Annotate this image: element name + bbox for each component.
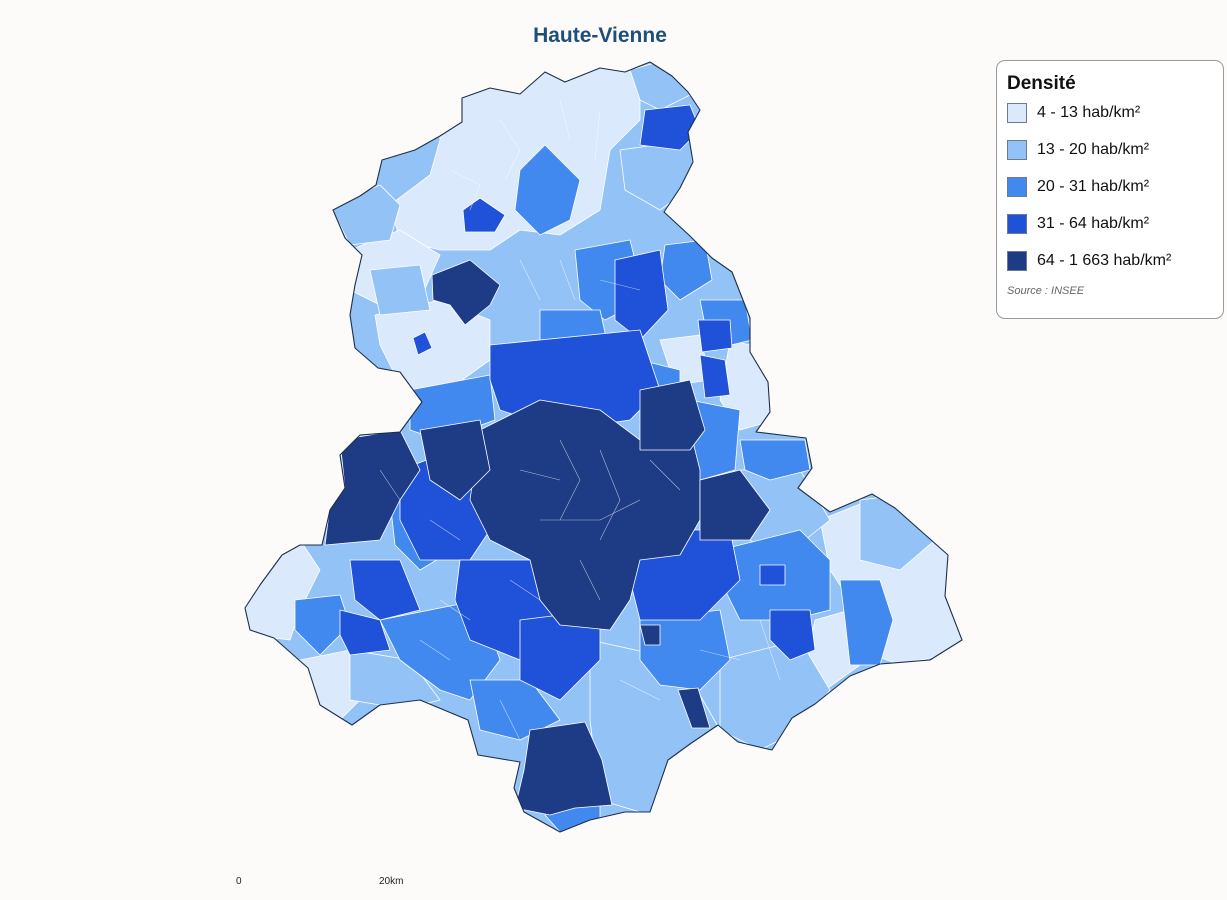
- commune-zone-e2-medium: [739, 439, 811, 481]
- legend-swatch: [1007, 214, 1027, 234]
- commune-borders: [379, 99, 781, 741]
- commune-zone-w-dark: [349, 559, 421, 621]
- map-title: Haute-Vienne: [533, 24, 667, 47]
- commune-zone-north-darkest: [431, 259, 501, 326]
- commune-zone-south-darkest: [514, 721, 613, 816]
- legend-swatch: [1007, 140, 1027, 160]
- scale-bar-end-label: 20km: [379, 876, 404, 887]
- legend-item: 4 - 13 hab/km²: [1007, 102, 1213, 124]
- legend-title: Densité: [1007, 73, 1076, 94]
- legend-item: 20 - 31 hab/km²: [1007, 176, 1213, 198]
- commune-zone-sc-darkest: [639, 624, 661, 646]
- commune-zone-sc-medium: [639, 609, 731, 691]
- commune-zone-w-light: [369, 264, 431, 316]
- commune-zone-sw-dark: [339, 609, 391, 656]
- legend-label: 13 - 20 hab/km²: [1037, 141, 1150, 158]
- legend-item: 13 - 20 hab/km²: [1007, 139, 1213, 161]
- legend-label: 20 - 31 hab/km²: [1037, 178, 1150, 195]
- legend-swatch: [1007, 251, 1027, 271]
- commune-zone-nw-light: [329, 184, 401, 246]
- legend-swatch: [1007, 177, 1027, 197]
- map-legend: Densité 4 - 13 hab/km² 13 - 20 hab/km² 20 …: [996, 60, 1224, 319]
- commune-zone-nc-dark: [614, 249, 669, 341]
- legend-swatch: [1007, 103, 1027, 123]
- commune-zone-e-darkest: [699, 469, 771, 541]
- commune-zone-north-light: [629, 62, 691, 111]
- legend-source: Source : INSEE: [1007, 285, 1085, 297]
- legend-label: 31 - 64 hab/km²: [1037, 215, 1150, 232]
- legend-label: 64 - 1 663 hab/km²: [1037, 252, 1172, 269]
- scale-bar-start-label: 0: [236, 876, 242, 887]
- department-outline: [244, 61, 963, 833]
- commune-zone-se-darkest: [677, 687, 711, 729]
- commune-zone-e-dark: [769, 609, 816, 661]
- commune-zone-limoges-area: [469, 399, 701, 631]
- legend-label: 4 - 13 hab/km²: [1037, 104, 1141, 121]
- commune-zone-ec-dark: [699, 354, 731, 399]
- legend-item: 64 - 1 663 hab/km²: [1007, 250, 1213, 272]
- commune-zone-n-medium: [514, 144, 581, 236]
- commune-zone-e2-dark: [759, 564, 786, 586]
- commune-zone-ne-darkest: [639, 379, 706, 451]
- commune-zone-sw-medium: [294, 594, 351, 656]
- commune-zone-nw-dark: [462, 197, 506, 233]
- commune-zone-wn-dark: [412, 331, 433, 356]
- commune-zone-ne-dark: [697, 319, 733, 353]
- legend-item: 31 - 64 hab/km²: [1007, 213, 1213, 235]
- commune-zone-wc-darkest: [419, 419, 491, 501]
